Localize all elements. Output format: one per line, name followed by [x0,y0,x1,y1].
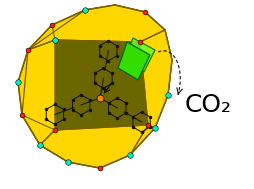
Polygon shape [22,40,55,145]
Polygon shape [18,5,172,168]
Polygon shape [140,30,172,128]
Polygon shape [55,40,148,130]
Polygon shape [40,125,148,168]
Polygon shape [118,42,150,80]
Text: CO₂: CO₂ [185,93,232,117]
Polygon shape [28,5,165,50]
Polygon shape [125,38,155,72]
